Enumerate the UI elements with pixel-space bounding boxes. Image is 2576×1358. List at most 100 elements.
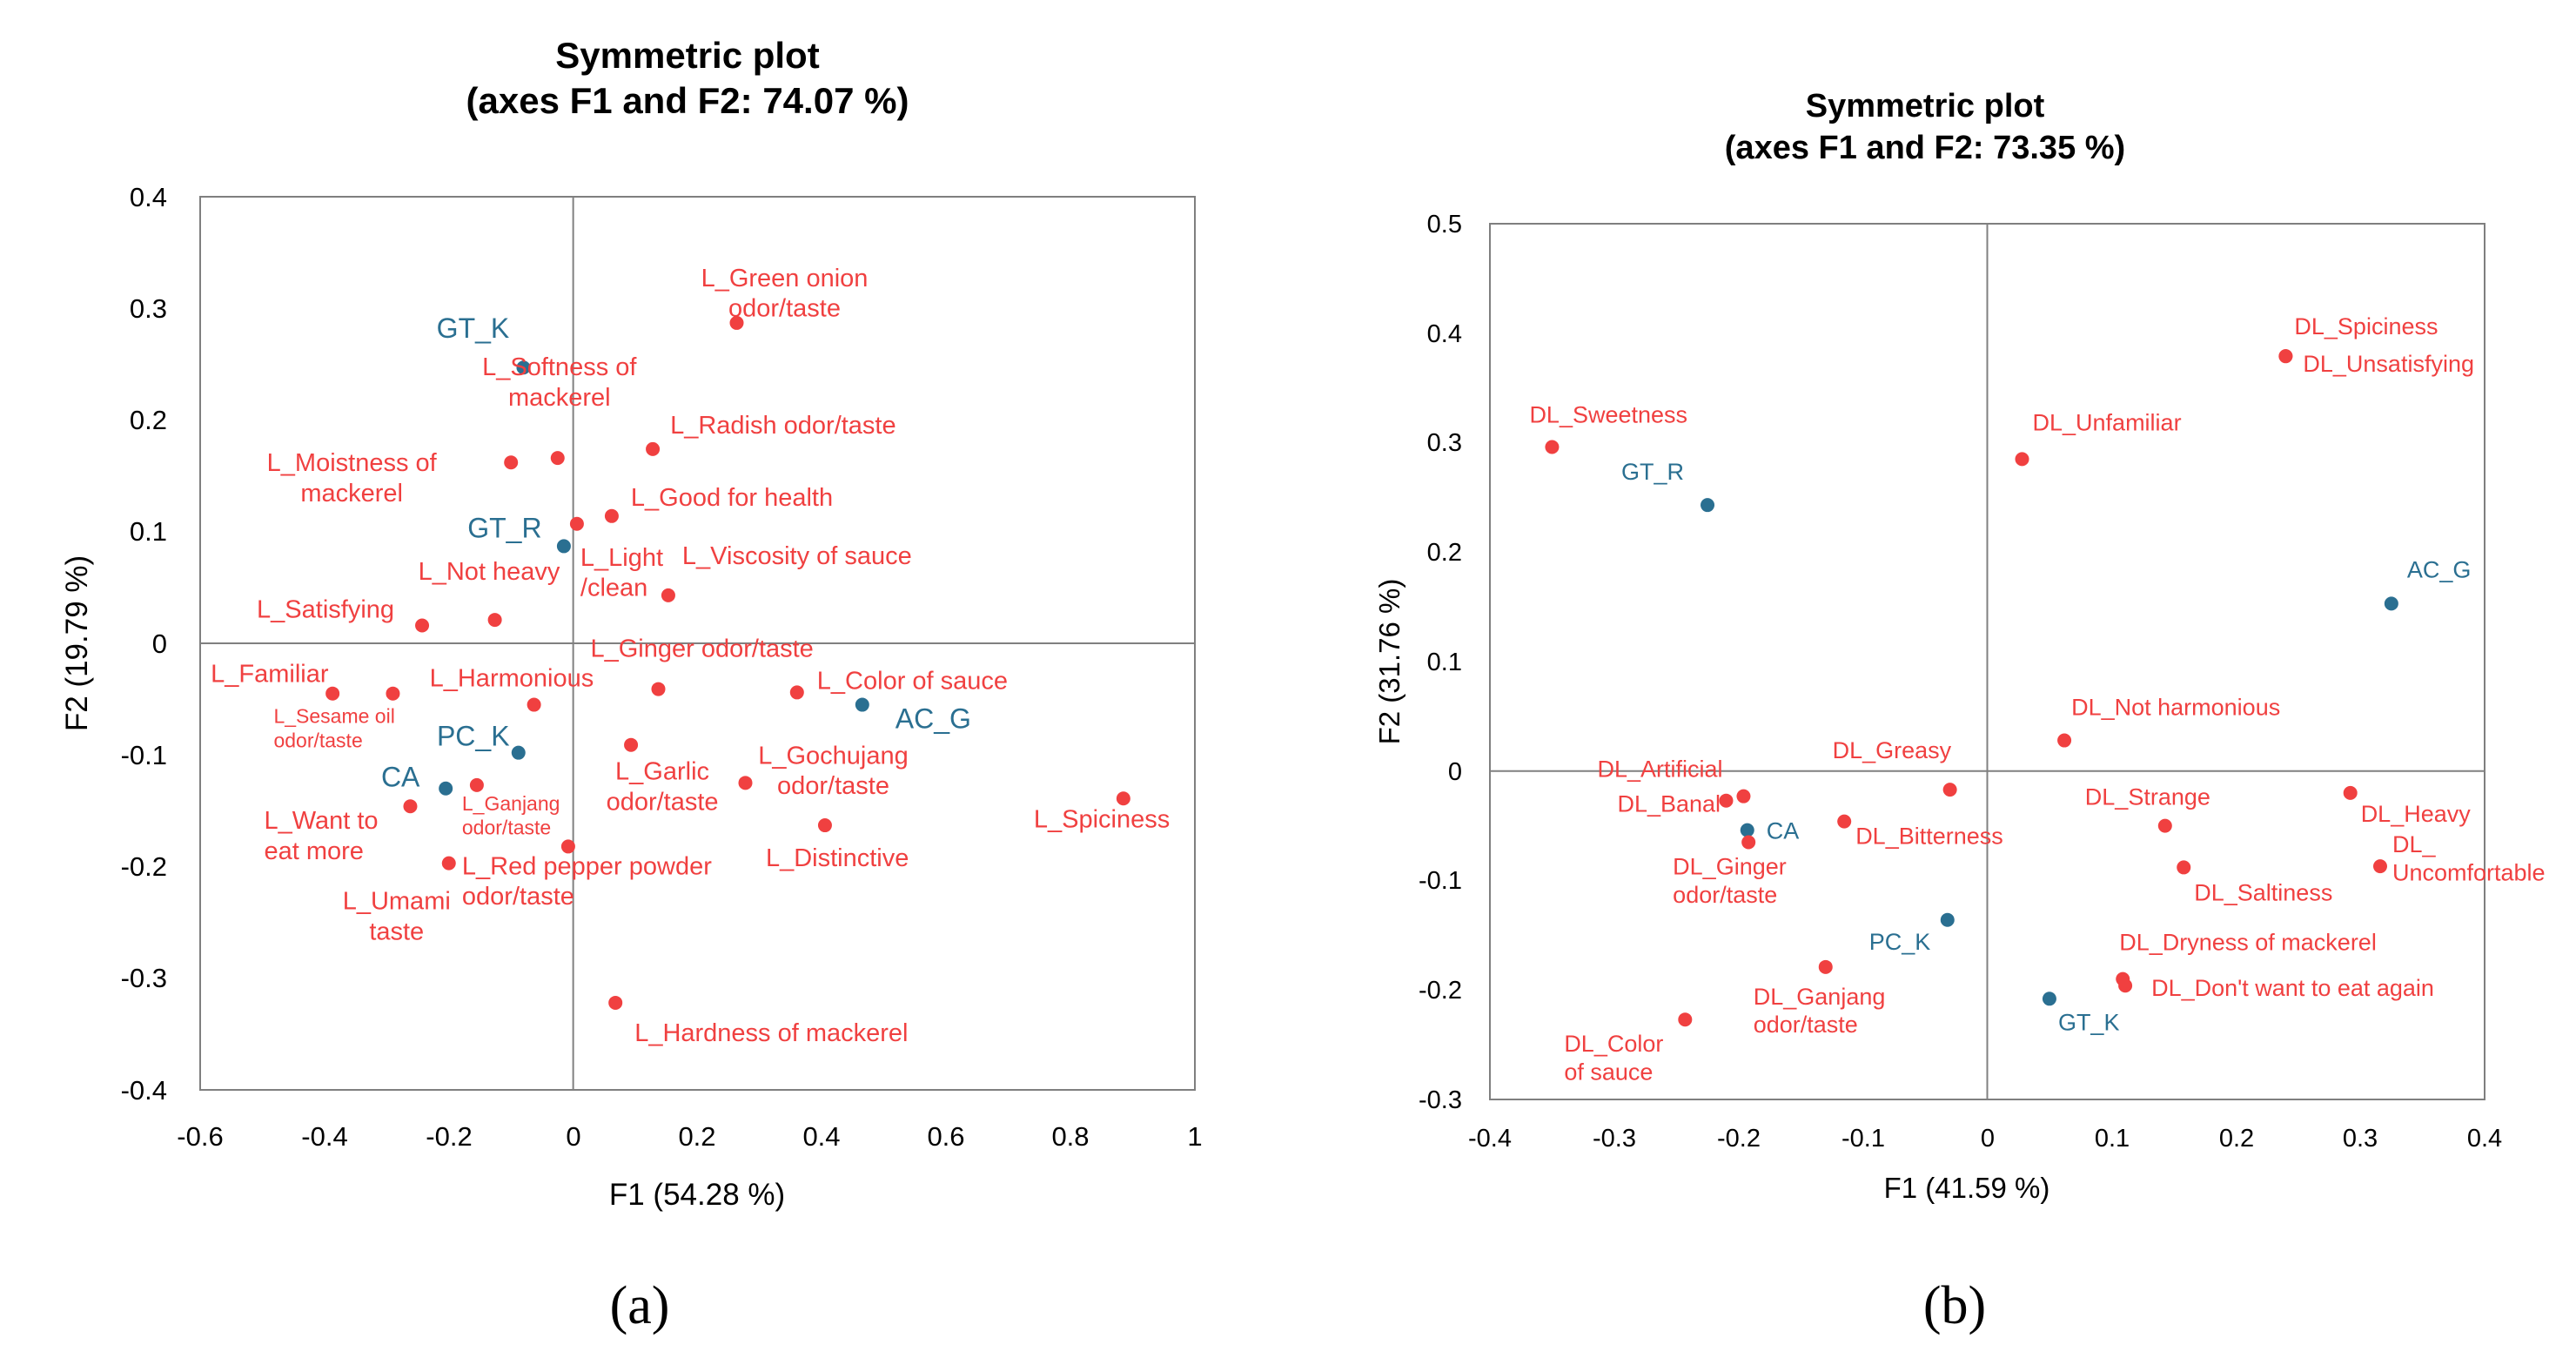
panel-a-point-l-moistness-of-mackerel (504, 455, 518, 469)
panel-b-point-dl-color-of-sauce (1678, 1012, 1692, 1026)
panel-a-point-l-ginger-odor-taste (651, 682, 665, 696)
panel-a-label-l-ganjang-odor-taste: L_Ganjang odor/taste (462, 792, 560, 839)
panel-b-label-dl-greasy: DL_Greasy (1833, 737, 1952, 763)
panel-a-point-l-softness-of-mackerel (551, 451, 565, 465)
panel-a-label-l-distinctive: L_Distinctive (766, 844, 909, 872)
panel-b-label-gt-k: GT_K (2058, 1009, 2120, 1035)
panel-b-label-dl-bitterness: DL_Bitterness (1855, 824, 2003, 850)
panel-a-label-gt-k: GT_K (437, 313, 510, 344)
panel-b-label-ca: CA (1767, 818, 1800, 844)
panel-a-subtitle: (axes F1 and F2: 74.07 %) (466, 80, 909, 121)
panel-b-y-ticks: 0.5 0.4 0.3 0.2 0.1 0 -0.1 -0.2 -0.3 (1419, 211, 1462, 1114)
panel-a-x-tick: 0.4 (802, 1121, 840, 1152)
panel-a-label-l-gochujang-odor-taste: L_Gochujang odor/taste (758, 742, 909, 800)
panel-b-y-tick: -0.3 (1419, 1086, 1462, 1114)
panel-b-x-tick: -0.3 (1593, 1125, 1636, 1153)
panel-a-label-l-harmonious: L_Harmonious (430, 665, 594, 693)
panel-b-x-tick: 0.3 (2343, 1125, 2378, 1153)
panel-b-point-dl-don-t-want-to-eat-again (2118, 978, 2132, 992)
panel-a-labels: GT_K GT_R PC_K CA AC_G L_Green onion odor/tast… (211, 265, 1170, 1047)
panel-b-y-tick: 0 (1448, 758, 1462, 786)
panel-a-label-l-radish-odor-taste: L_Radish odor/taste (670, 412, 896, 440)
panel-a-x-tick: -0.2 (426, 1121, 472, 1152)
panel-a-label-l-softness-of-mackerel: L_Softness of mackerel (482, 353, 637, 412)
panel-b-point-dl-not-harmonious (2057, 734, 2071, 748)
panel-a-y-axis-label: F2 (19.79 %) (60, 555, 94, 731)
panel-a-label-ac-g: AC_G (896, 703, 971, 735)
panel-a-y-tick: -0.4 (121, 1075, 167, 1106)
panel-b-point-dl-heavy (2344, 786, 2358, 800)
panel-a-x-tick: -0.4 (301, 1121, 347, 1152)
panel-a-point-l-light-clean (570, 517, 584, 531)
panel-b-x-tick: -0.2 (1717, 1125, 1761, 1153)
panel-a-label-l-umami-taste: L_Umami taste (343, 888, 451, 946)
panel-a-point-ac-g (855, 698, 869, 712)
panel-b-y-tick: 0.3 (1427, 429, 1462, 457)
panel-a-point-l-want-to-eat-more (403, 799, 417, 813)
panel-b-x-tick: 0.4 (2467, 1125, 2502, 1153)
panel-a-y-tick: 0.4 (130, 182, 167, 212)
panel-a-label-l-satisfying: L_Satisfying (257, 595, 394, 623)
panel-b-label-dl-sweetness: DL_Sweetness (1529, 402, 1687, 428)
panel-b-x-tick: -0.1 (1841, 1125, 1885, 1153)
panel-a-point-l-viscosity-of-sauce (661, 588, 675, 602)
panel-a-y-tick: 0.3 (130, 293, 167, 324)
panel-a-point-gt-r (557, 539, 571, 553)
panel-b-label-pc-k: PC_K (1869, 929, 1931, 955)
panel-a-label-l-want-to-eat-more: L_Want to eat more (264, 807, 378, 865)
panel-a-x-axis-label: F1 (54.28 %) (609, 1178, 785, 1212)
panel-b-label-dl-not-harmonious: DL_Not harmonious (2071, 695, 2280, 721)
panel-b-label-dl-saltiness: DL_Saltiness (2194, 879, 2332, 905)
panel-b-point-dl-ganjang-odor-taste (1819, 960, 1833, 974)
panel-a-point-l-color-of-sauce (790, 685, 804, 699)
panel-b-label-dl-ganjang-odor-taste: DL_Ganjang odor/taste (1754, 984, 1886, 1038)
panel-b-y-tick: 0.1 (1427, 649, 1462, 676)
panel-a-title: Symmetric plot (555, 35, 819, 76)
panel-b-point-dl-strange (2158, 819, 2172, 833)
panel-a-point-l-gochujang-odor-taste (739, 776, 753, 790)
panel-b-y-tick: 0.2 (1427, 539, 1462, 567)
panel-b-subtitle: (axes F1 and F2: 73.35 %) (1725, 130, 2125, 166)
panel-b-point-dl-sweetness (1545, 440, 1559, 454)
panel-a-point-l-satisfying (415, 618, 429, 632)
panel-b-point-dl-greasy (1943, 783, 1957, 797)
panel-a-label-l-familiar: L_Familiar (211, 661, 329, 689)
panel-b-point-ac-g (2385, 596, 2398, 610)
panel-b-y-tick: 0.4 (1427, 320, 1462, 348)
panel-a-x-tick: 1 (1187, 1121, 1202, 1152)
panel-b-x-tick: -0.4 (1468, 1125, 1512, 1153)
panel-a-y-ticks: 0.4 0.3 0.2 0.1 0 -0.1 -0.2 -0.3 -0.4 (121, 182, 167, 1106)
panel-b-label-dl-heavy: DL_Heavy (2361, 801, 2472, 827)
panel-a-x-tick: 0.2 (678, 1121, 715, 1152)
panel-a-label-l-viscosity-of-sauce: L_Viscosity of sauce (682, 542, 912, 570)
panel-a-label-l-light-clean: L_Light/clean (580, 544, 663, 602)
panel-a-y-tick: 0.2 (130, 405, 167, 435)
panel-b-point-gt-k (2043, 992, 2056, 1005)
panel-a-x-tick: 0 (566, 1121, 580, 1152)
panel-a-label-l-moistness-of-mackerel: L_Moistness of mackerel (267, 449, 438, 508)
panel-a-label: (a) (610, 1276, 670, 1335)
panel-a-label-l-spiciness: L_Spiciness (1034, 805, 1170, 833)
panel-b-x-ticks: -0.4 -0.3 -0.2 -0.1 0 0.1 0.2 0.3 0.4 (1468, 1125, 2502, 1153)
panel-b-label-dl-spiciness: DL_Spiciness (2294, 313, 2438, 340)
panel-a-point-l-hardness-of-mackerel (608, 996, 622, 1010)
panel-b-label-dl-unsatisfying: DL_Unsatisfying (2303, 351, 2474, 377)
panel-b-label-dl-unfamiliar: DL_Unfamiliar (2033, 409, 2182, 435)
panel-b-labels: GT_R AC_G CA PC_K GT_K DL_Sweetness DL_Spicine… (1529, 313, 2545, 1085)
panel-b-y-axis-label: F2 (31.76 %) (1373, 579, 1405, 745)
panel-a-point-l-garlic-odor-taste (624, 738, 638, 752)
panel-b-x-tick: 0 (1981, 1125, 1995, 1153)
panel-b-point-dl-bitterness (1837, 815, 1851, 829)
panel-b-point-dl-uncomfortable (2373, 859, 2387, 873)
panel-a-label-l-not-heavy: L_Not heavy (419, 558, 560, 586)
panel-a-x-tick: -0.6 (177, 1121, 223, 1152)
panel-b-label-dl-color-of-sauce: DL_Color of sauce (1564, 1031, 1663, 1085)
panel-a-y-tick: 0 (152, 629, 167, 659)
panel-a-point-l-spiciness (1117, 791, 1130, 805)
panel-a-point-l-sesame-oil-odor-taste (386, 687, 399, 701)
panel-a-label-pc-k: PC_K (437, 721, 510, 752)
panel-b-label-ac-g: AC_G (2407, 556, 2472, 582)
panel-b-marks (1545, 349, 2398, 1026)
panel-b-label-dl-don-t-want-to-eat-again: DL_Don't want to eat again (2151, 975, 2434, 1001)
panel-a-label-l-sesame-oil-odor-taste: L_Sesame oil odor/taste (273, 705, 394, 752)
